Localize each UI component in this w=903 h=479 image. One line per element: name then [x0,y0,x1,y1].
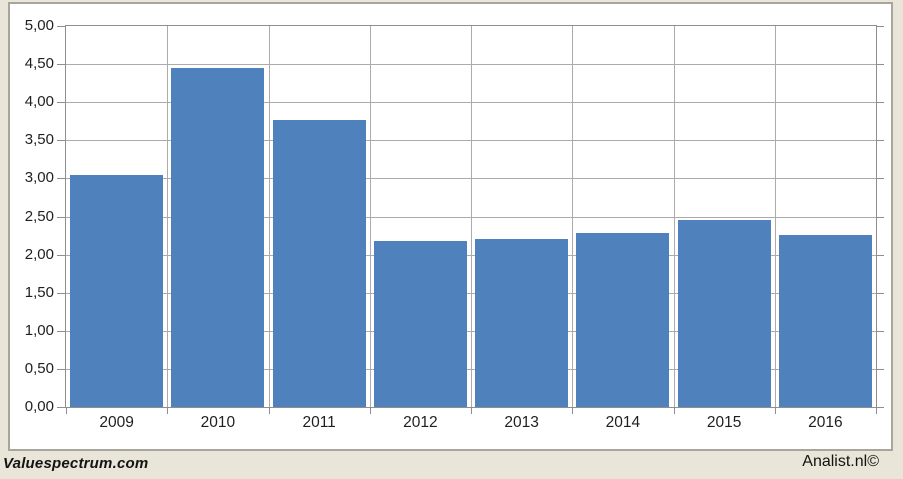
x-axis-tick [774,408,776,414]
y-axis-tick-right [876,178,884,180]
y-axis-tick-right [876,407,884,408]
y-tick-label: 3,00 [24,169,54,187]
y-tick-label: 2,50 [24,207,54,225]
bar-2015 [677,220,771,407]
gridline-vertical [268,26,270,407]
y-axis-tick [57,254,65,256]
y-axis-tick-right [876,292,884,294]
y-axis-tick [57,216,65,218]
y-tick-label: 1,50 [24,283,54,301]
x-axis-tick [471,408,472,414]
x-tick-label-2009: 2009 [99,414,134,431]
y-axis-tick-right [876,330,884,332]
x-tick-label-2012: 2012 [403,414,438,431]
y-axis-tick [57,292,65,294]
bar-2014 [576,233,670,407]
y-tick-label: 5,00 [24,17,54,34]
x-axis-tick [876,408,877,414]
x-axis-tick [167,408,169,414]
x-axis-tick [673,408,675,414]
y-axis-tick [57,26,65,27]
x-tick-label-2013: 2013 [504,414,539,431]
x-tick-label-2016: 2016 [808,414,843,431]
gridline-vertical [471,26,472,407]
y-axis-tick [57,102,65,104]
x-axis-tick [369,408,371,414]
bar-2009 [70,175,164,407]
gridline-vertical [369,26,371,407]
y-tick-label: 0,50 [24,359,54,377]
y-axis-tick [57,140,65,142]
y-axis-tick [57,368,65,370]
x-tick-label-2010: 2010 [200,414,236,431]
watermark-valuespectrum: Valuespectrum.com [3,455,149,472]
bar-2016 [778,235,872,407]
watermark-analist: Analist.nl© [802,453,879,470]
y-axis-tick [57,178,65,180]
x-axis-tick [66,408,67,414]
x-tick-label-2015: 2015 [706,414,742,431]
y-axis-tick [57,407,65,408]
bar-2012 [373,241,467,407]
y-axis-tick-right [876,254,884,256]
y-axis-tick-right [876,26,884,27]
bar-2010 [171,68,265,407]
x-axis-tick [572,408,574,414]
y-axis-tick [57,330,65,332]
plot-area [65,25,877,408]
y-axis-tick-right [876,368,884,370]
y-axis-tick-right [876,102,884,104]
y-tick-label: 3,50 [24,131,54,149]
y-tick-label: 2,00 [24,245,54,263]
y-tick-label: 4,50 [24,55,54,73]
y-axis-tick-right [876,140,884,142]
gridline-vertical [673,26,675,407]
bar-2011 [272,120,366,407]
bar-2013 [475,239,569,407]
x-axis-tick [268,408,270,414]
y-axis-tick [57,64,65,66]
gridline-vertical [167,26,169,407]
y-tick-label: 4,00 [24,93,54,111]
gridline-vertical [774,26,776,407]
x-tick-label-2014: 2014 [605,414,641,431]
y-tick-label: 0,00 [24,398,54,415]
y-axis-tick-right [876,216,884,218]
y-tick-label: 1,00 [24,321,54,339]
chart-card: 5,00 4,50 4,00 3,50 3,00 2,50 2,00 1,50 1,00 0,50… [8,2,893,451]
x-tick-label-2011: 2011 [302,414,336,431]
y-axis-tick-right [876,64,884,66]
gridline-vertical [572,26,574,407]
